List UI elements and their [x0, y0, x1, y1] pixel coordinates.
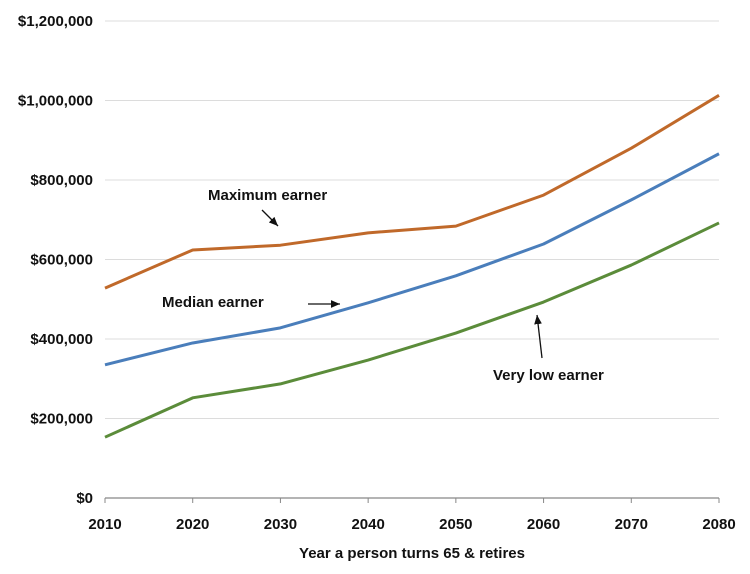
annotation-label: Median earner: [162, 294, 264, 311]
x-tick-label: 2030: [264, 516, 297, 533]
y-tick-label: $0: [76, 490, 93, 507]
x-tick-label: 2040: [351, 516, 384, 533]
y-tick-label: $1,000,000: [18, 93, 93, 110]
x-tick-label: 2020: [176, 516, 209, 533]
x-axis-label: Year a person turns 65 & retires: [299, 545, 525, 562]
x-tick-label: 2070: [615, 516, 648, 533]
y-tick-label: $800,000: [30, 172, 93, 189]
y-tick-label: $400,000: [30, 331, 93, 348]
y-tick-label: $200,000: [30, 411, 93, 428]
x-tick-label: 2060: [527, 516, 560, 533]
x-tick-label: 2010: [88, 516, 121, 533]
y-tick-label: $1,200,000: [18, 13, 93, 30]
x-tick-label: 2080: [702, 516, 735, 533]
annotation-arrow: [262, 210, 278, 226]
annotation-label: Very low earner: [493, 367, 604, 384]
x-tick-label: 2050: [439, 516, 472, 533]
y-tick-label: $600,000: [30, 252, 93, 269]
series-line-very-low-earner: [105, 223, 719, 437]
annotation-arrow: [537, 315, 542, 358]
annotation-label: Maximum earner: [208, 187, 327, 204]
